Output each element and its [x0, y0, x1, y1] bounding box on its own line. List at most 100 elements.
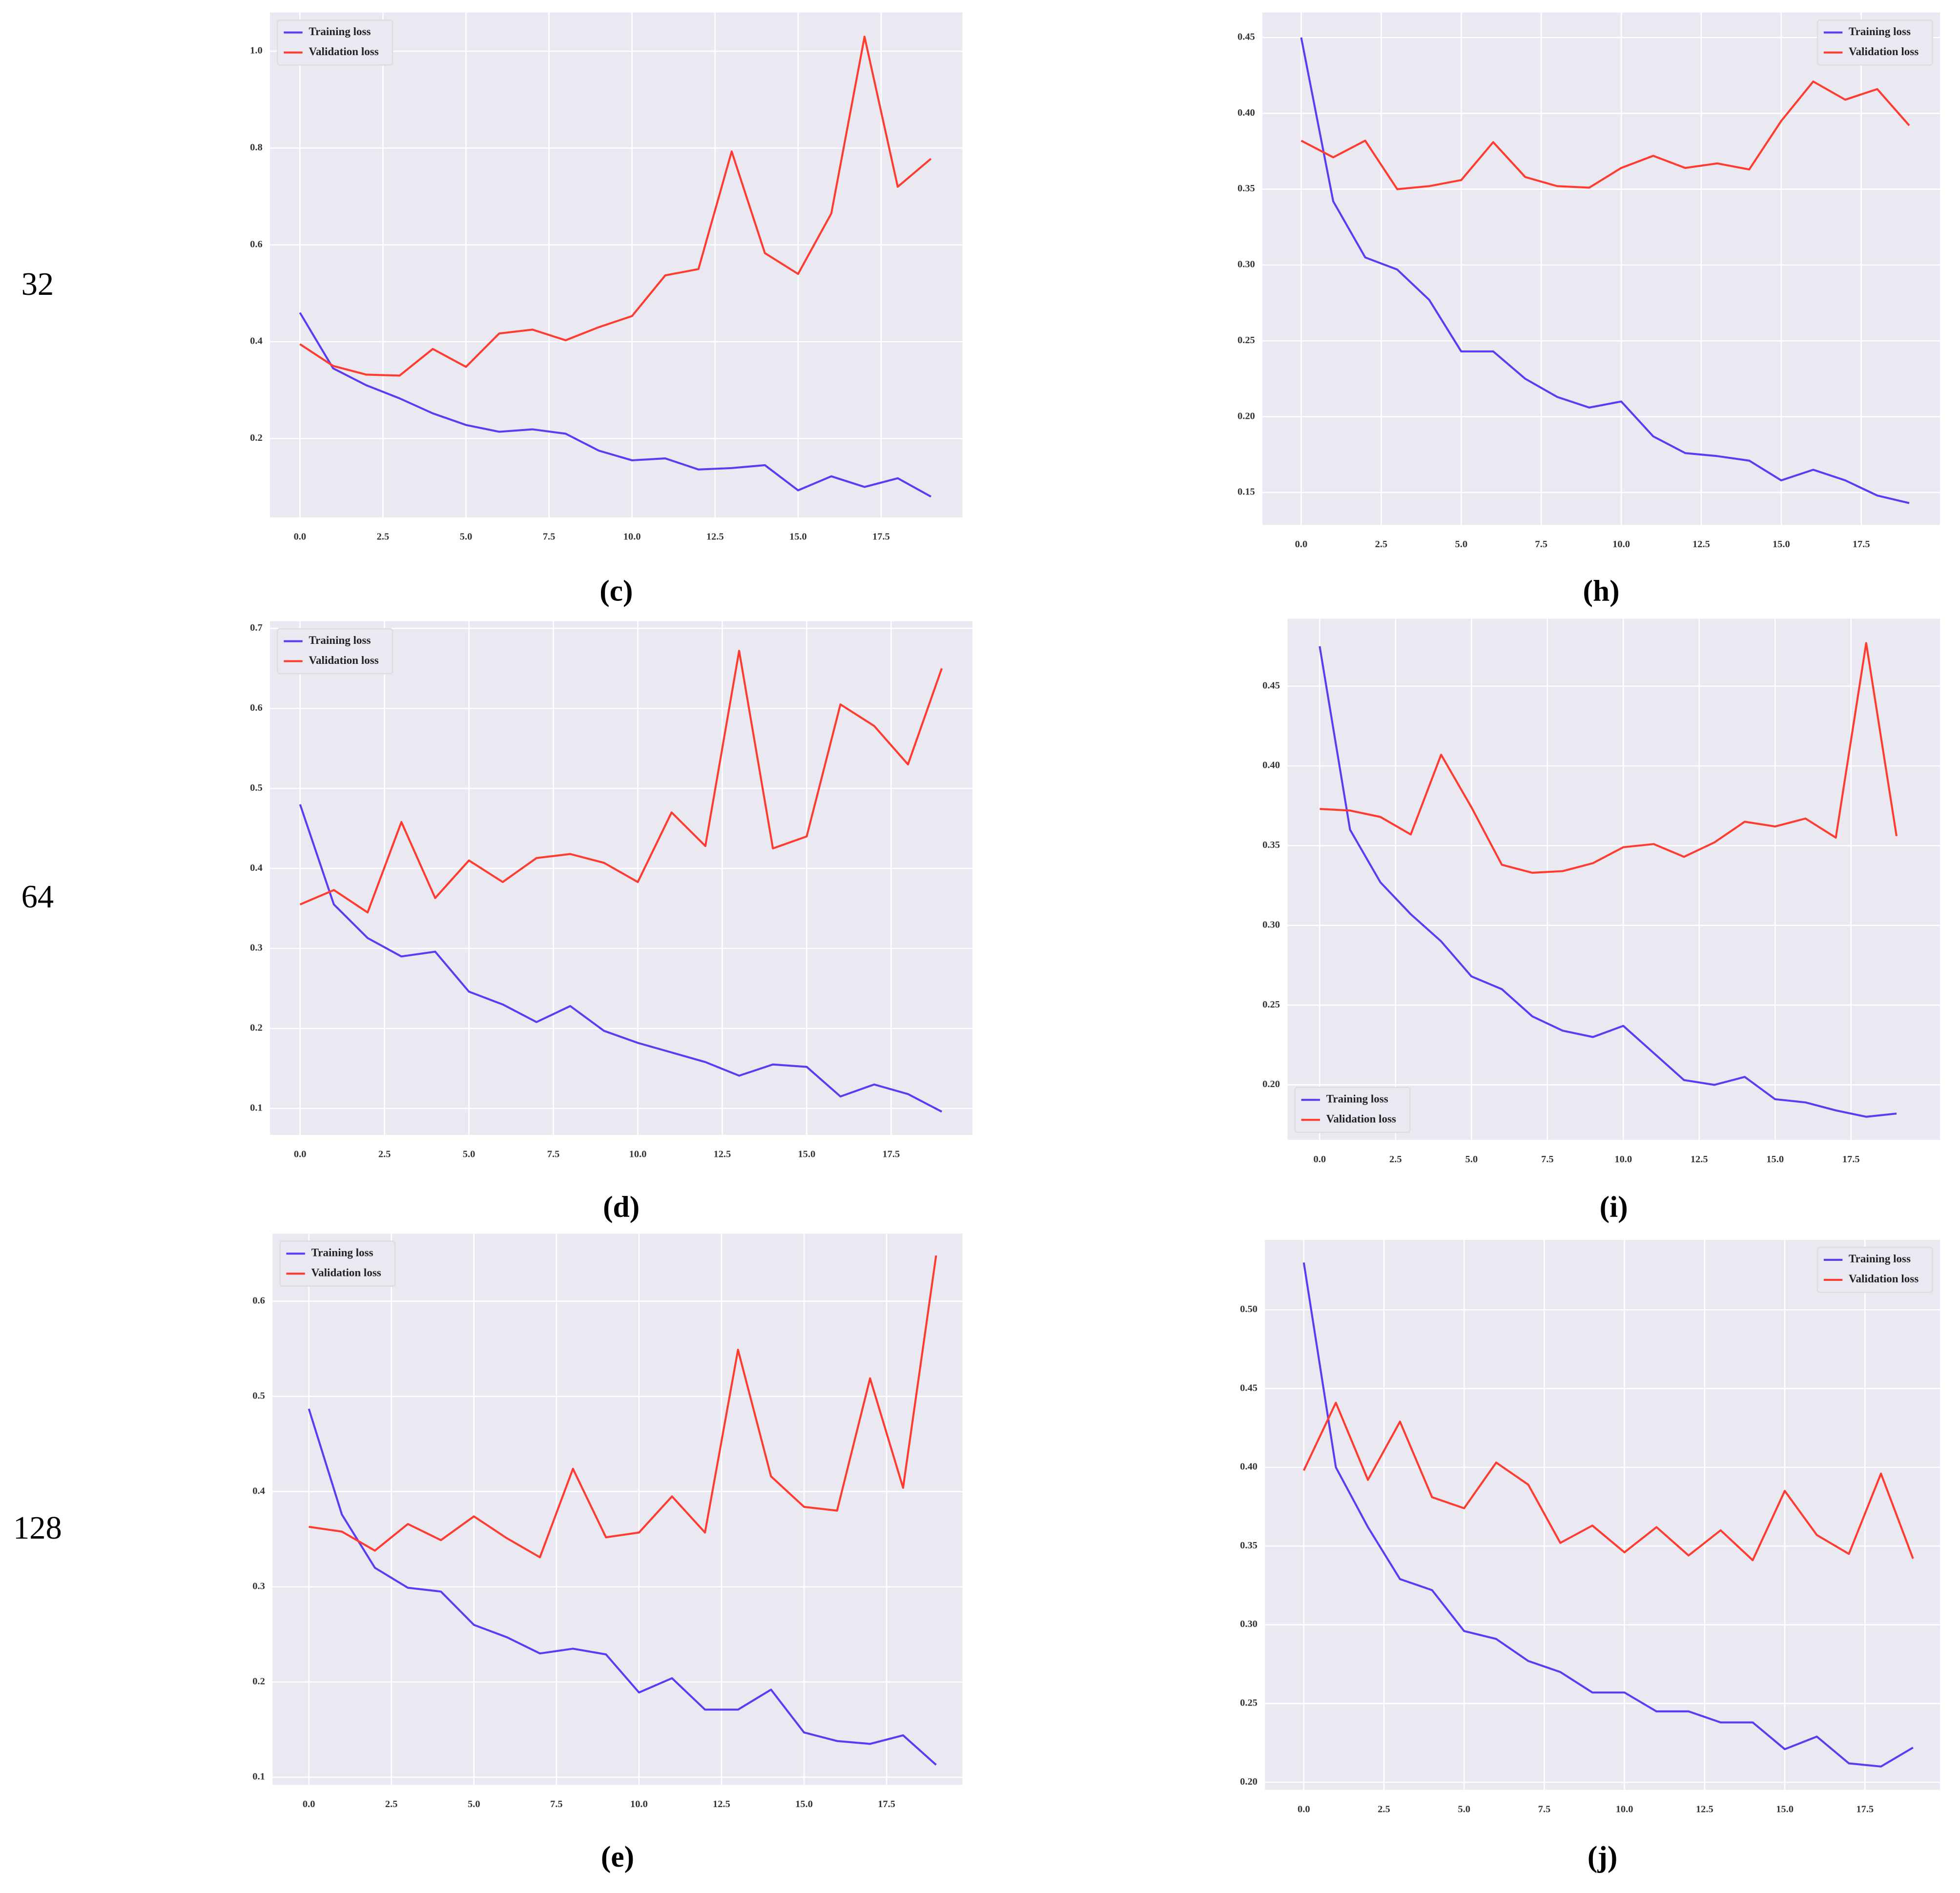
x-tick-label: 10.0 — [1614, 1154, 1632, 1165]
y-tick-label: 0.7 — [250, 622, 263, 633]
y-tick-label: 0.20 — [1238, 411, 1255, 421]
legend-label: Validation loss — [309, 45, 379, 58]
y-tick-label: 0.6 — [252, 1295, 265, 1306]
plot-area — [1265, 1240, 1940, 1790]
y-tick-label: 0.2 — [252, 1676, 265, 1687]
series-line — [1319, 646, 1897, 1118]
series-line — [299, 804, 943, 1113]
series-line — [1302, 1401, 1914, 1562]
legend-box — [1294, 1087, 1411, 1133]
y-tick-label: 0.35 — [1240, 1540, 1258, 1551]
panel-label: (j) — [1588, 1840, 1617, 1873]
plot-area — [272, 1234, 963, 1785]
y-tick-label: 0.15 — [1238, 487, 1255, 497]
x-tick-label: 0.0 — [1314, 1154, 1326, 1165]
y-tick-label: 0.20 — [1262, 1079, 1280, 1090]
y-tick-label: 0.30 — [1240, 1619, 1258, 1629]
plot-area — [270, 12, 963, 518]
x-tick-label: 2.5 — [377, 532, 390, 542]
x-tick-label: 10.0 — [623, 532, 641, 542]
series-line — [299, 36, 932, 377]
legend: Training loss Validation loss — [1294, 1087, 1411, 1133]
x-tick-label: 5.0 — [1455, 539, 1467, 550]
x-tick-label: 7.5 — [1535, 539, 1547, 550]
x-tick-label: 7.5 — [543, 532, 556, 542]
x-tick-label: 5.0 — [460, 532, 473, 542]
y-tick-label: 0.25 — [1238, 335, 1255, 346]
x-tick-label: 7.5 — [547, 1149, 560, 1160]
legend-label: Training loss — [309, 634, 371, 646]
x-tick-label: 5.0 — [1465, 1154, 1478, 1165]
legend-label: Training loss — [1849, 1252, 1911, 1265]
y-tick-label: 0.45 — [1240, 1382, 1258, 1393]
x-tick-label: 7.5 — [1538, 1804, 1551, 1814]
x-tick-label: 12.5 — [714, 1149, 731, 1160]
x-tick-label: 0.0 — [1295, 539, 1308, 550]
x-tick-label: 2.5 — [385, 1799, 398, 1810]
x-tick-label: 0.0 — [294, 532, 307, 542]
y-tick-label: 0.35 — [1238, 183, 1255, 194]
x-tick-label: 0.0 — [303, 1799, 315, 1810]
y-tick-label: 0.4 — [250, 863, 263, 873]
series-line — [299, 312, 932, 498]
y-tick-label: 0.4 — [250, 336, 263, 347]
x-tick-label: 5.0 — [1458, 1804, 1470, 1814]
y-tick-label: 0.1 — [252, 1771, 265, 1782]
x-tick-label: 7.5 — [1541, 1154, 1554, 1165]
x-tick-label: 12.5 — [1691, 1154, 1708, 1165]
y-tick-label: 0.40 — [1238, 107, 1255, 118]
legend: Training loss Validation loss — [279, 1240, 396, 1287]
legend-label: Validation loss — [1849, 1272, 1919, 1285]
y-tick-label: 0.5 — [250, 782, 263, 793]
panel-label: (e) — [601, 1840, 634, 1873]
legend: Training loss Validation loss — [1816, 1247, 1933, 1293]
series-line — [299, 650, 943, 914]
panel-label: (h) — [1583, 574, 1620, 607]
x-tick-label: 0.0 — [294, 1149, 307, 1160]
x-tick-label: 12.5 — [1696, 1804, 1713, 1814]
y-tick-label: 1.0 — [250, 45, 263, 56]
x-tick-label: 10.0 — [629, 1149, 647, 1160]
series-line — [1320, 642, 1898, 874]
legend-label: Training loss — [1326, 1092, 1388, 1105]
series-line — [1300, 80, 1910, 190]
y-tick-label: 0.6 — [250, 702, 263, 713]
panel-label: (c) — [599, 574, 633, 607]
legend: Training loss Validation loss — [277, 628, 393, 675]
plot-area — [270, 621, 973, 1135]
series-line — [1300, 37, 1910, 504]
x-tick-label: 12.5 — [706, 532, 724, 542]
x-tick-label: 17.5 — [1853, 539, 1870, 550]
legend: Training loss Validation loss — [1816, 19, 1933, 66]
x-tick-label: 15.0 — [798, 1149, 816, 1160]
x-tick-label: 17.5 — [878, 1799, 895, 1810]
x-tick-label: 7.5 — [550, 1799, 563, 1810]
x-tick-label: 12.5 — [1692, 539, 1710, 550]
y-tick-label: 0.40 — [1262, 760, 1280, 771]
x-tick-label: 2.5 — [378, 1149, 391, 1160]
y-tick-label: 0.50 — [1240, 1304, 1258, 1315]
y-tick-label: 0.2 — [250, 1023, 263, 1033]
legend-label: Training loss — [311, 1246, 373, 1258]
legend: Training loss Validation loss — [277, 19, 393, 66]
series-line — [308, 1408, 937, 1766]
legend-box — [277, 19, 393, 66]
legend-box — [1816, 1247, 1933, 1293]
y-tick-label: 0.5 — [252, 1390, 265, 1401]
legend-box — [279, 1240, 396, 1287]
series-line — [309, 1255, 937, 1559]
legend-box — [1816, 19, 1933, 66]
x-tick-label: 5.0 — [463, 1149, 475, 1160]
x-tick-label: 2.5 — [1389, 1154, 1402, 1165]
legend-label: Validation loss — [1849, 45, 1919, 58]
x-tick-label: 17.5 — [1842, 1154, 1860, 1165]
x-tick-label: 15.0 — [789, 532, 807, 542]
x-tick-label: 10.0 — [1616, 1804, 1633, 1814]
x-tick-label: 2.5 — [1375, 539, 1388, 550]
x-tick-label: 17.5 — [882, 1149, 900, 1160]
y-tick-label: 0.45 — [1238, 32, 1255, 42]
y-tick-label: 0.30 — [1238, 259, 1255, 270]
legend-label: Validation loss — [1326, 1112, 1396, 1125]
x-tick-label: 10.0 — [1612, 539, 1630, 550]
y-tick-label: 0.8 — [250, 142, 263, 153]
